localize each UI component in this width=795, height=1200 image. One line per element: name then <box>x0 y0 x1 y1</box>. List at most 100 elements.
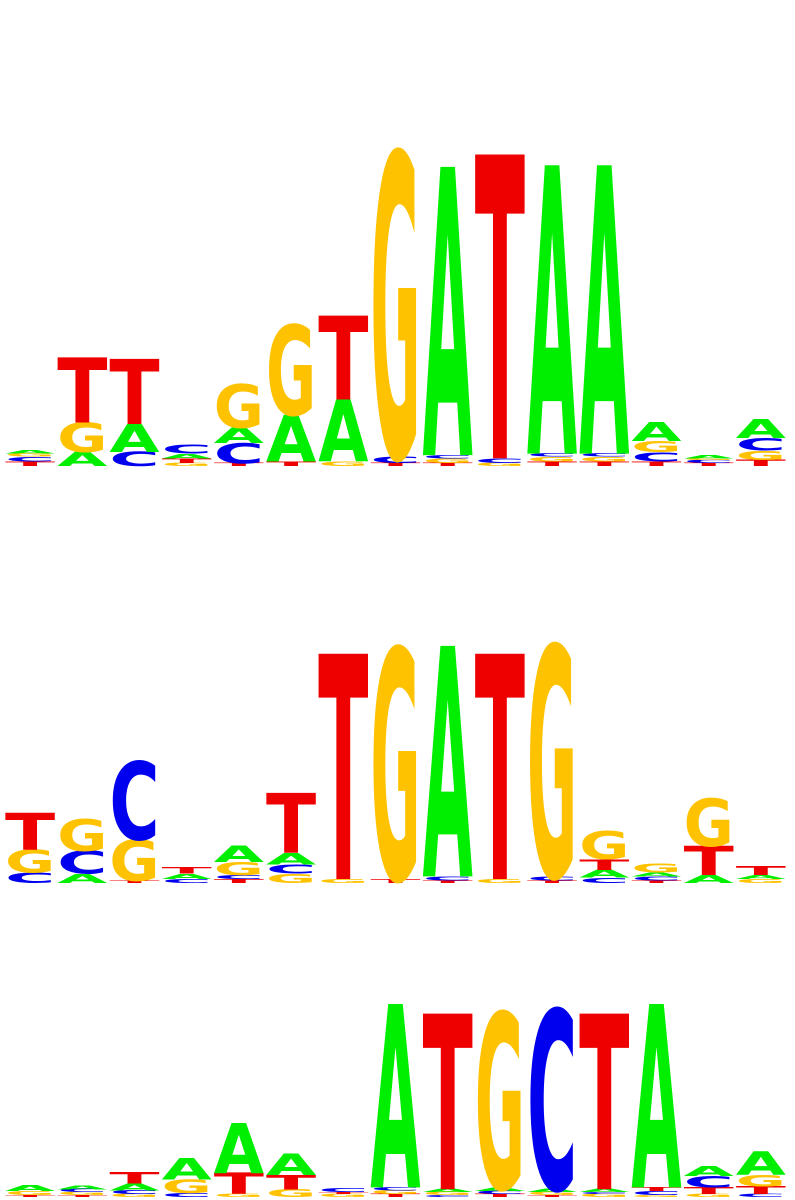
logo-2-pos-6-letter-T: T <box>266 778 316 873</box>
logo-1-pos-10-letter-G: G <box>475 462 525 467</box>
logo-2-pos-12-letter-C: C <box>579 876 629 884</box>
logo-2-pos-3-letter-T: T <box>109 880 160 884</box>
logo-3-pos-12-letter-C: C <box>579 1192 629 1195</box>
logo-2-pos-2-letter-C: C <box>57 845 107 881</box>
logo-2-pos-11-letter-T: T <box>527 880 578 884</box>
logo-1-pos-12-letter-G: G <box>579 456 629 463</box>
logo-1-pos-11-letter-T: T <box>527 460 578 467</box>
logo-3-pos-2-letter-G: G <box>57 1191 107 1196</box>
logo-1-pos-5-letter-A: A <box>214 423 265 448</box>
logo-2-pos-13-letter-T: T <box>631 880 682 884</box>
logo-1-pos-14-letter-G: G <box>684 458 734 460</box>
logo-2-pos-2-letter-A: A <box>57 872 107 887</box>
logo-1-pos-9-letter-T: T <box>423 462 474 467</box>
logo-2-pos-14-letter-T: T <box>684 838 735 885</box>
logo-1-pos-9-letter-G: G <box>423 457 473 464</box>
logo-2-pos-2-letter-G: G <box>57 811 107 862</box>
logo-2-pos-5-letter-C: C <box>214 874 264 880</box>
logo-1-pos-14-letter-T: T <box>684 462 735 467</box>
logo-3-pos-11-letter-A: A <box>527 1188 578 1193</box>
logo-2-pos-14-letter-G: G <box>684 785 734 861</box>
logo-2-pos-6-letter-C: C <box>266 862 316 877</box>
logo-3-pos-5-letter-A: A <box>214 1109 264 1189</box>
logo-1-pos-15-letter-C: C <box>736 435 786 455</box>
logo-1-pos-15-letter-T: T <box>736 458 787 468</box>
logo-3-pos-8-letter-A: A <box>370 956 420 1200</box>
logo-1-pos-10-letter-C: C <box>475 457 525 464</box>
logo-1-pos-6-letter-T: T <box>266 460 317 467</box>
logo-3-pos-2-letter-T: T <box>57 1195 108 1198</box>
logo-2-pos-11-letter-C: C <box>527 875 577 881</box>
logo-1-pos-9-letter-A: A <box>423 88 474 549</box>
logo-2-pos-14-letter-A: A <box>684 873 734 886</box>
logo-2-pos-7-letter-T: T <box>318 593 368 952</box>
logo-2-pos-8-letter-G: G <box>370 586 420 954</box>
logo-3-pos-1-letter-G: G <box>5 1190 55 1196</box>
logo-1-pos-4-letter-C: C <box>162 442 212 457</box>
logo-1-pos-8-letter-C: C <box>370 455 420 465</box>
logo-3-pos-6-letter-A: A <box>266 1148 316 1182</box>
logo-3-pos-10-letter-T: T <box>475 1193 526 1198</box>
logo-3-pos-8-letter-G: G <box>370 1189 420 1195</box>
logo-2-pos-10-letter-G: G <box>475 878 525 884</box>
logo-3-pos-14-letter-T: T <box>684 1186 735 1197</box>
logo-2-pos-15-letter-G: G <box>736 878 786 884</box>
logo-1-pos-13-letter-A: A <box>631 417 681 447</box>
logo-1-pos-14-letter-A: A <box>684 454 735 459</box>
logo-1-pos-6-letter-A: A <box>266 403 316 477</box>
logo-1-pos-4-letter-A: A <box>162 452 213 459</box>
logo-1-pos-13-letter-G: G <box>631 439 681 456</box>
logo-2-pos-9-letter-C: C <box>423 875 473 881</box>
logo-1-pos-10-letter-T: T <box>475 71 526 557</box>
logo-2-pos-1-letter-G: G <box>5 844 55 880</box>
logo-1-pos-2-letter-G: G <box>57 415 107 462</box>
logo-1-pos-1-letter-T: T <box>5 460 56 467</box>
logo-2-pos-4-letter-A: A <box>162 872 213 881</box>
logo-1-pos-15-letter-G: G <box>736 448 786 463</box>
logo-3-pos-6-letter-G: G <box>266 1187 316 1199</box>
logo-3-pos-4-letter-C: C <box>162 1192 212 1198</box>
logo-3-pos-9-letter-G: G <box>423 1191 473 1196</box>
logo-2-pos-9-letter-T: T <box>423 880 474 884</box>
logo-1-pos-3-letter-C: C <box>109 448 159 470</box>
logo-1-pos-6-letter-G: G <box>266 301 316 444</box>
logo-1-pos-13-letter-T: T <box>631 460 682 467</box>
logo-1-pos-9-letter-C: C <box>423 454 473 459</box>
logo-1-pos-3-letter-T: T <box>109 342 159 446</box>
logo-2-pos-7-letter-G: G <box>318 878 368 884</box>
logo-3-pos-14-letter-A: A <box>684 1164 734 1179</box>
logo-3-pos-1-letter-T: T <box>5 1195 56 1198</box>
logo-2-pos-3-letter-G: G <box>109 828 159 894</box>
logo-3-pos-8-letter-T: T <box>370 1193 421 1198</box>
logo-2-pos-1-letter-T: T <box>5 802 55 862</box>
logo-2-pos-13-letter-C: C <box>631 875 681 881</box>
logo-1-pos-5-letter-C: C <box>214 438 264 470</box>
logo-3-pos-9-letter-T: T <box>423 967 473 1200</box>
logo-3-pos-11-letter-C: C <box>527 960 577 1200</box>
logo-2-pos-12-letter-T: T <box>579 856 629 873</box>
logo-3-pos-5-letter-G: G <box>214 1193 264 1198</box>
logo-2-pos-13-letter-G: G <box>631 861 681 876</box>
logo-3-pos-14-letter-C: C <box>684 1173 734 1192</box>
logo-1-pos-11-letter-C: C <box>527 453 577 458</box>
logo-1-pos-1-letter-G: G <box>5 453 55 458</box>
logo-3-pos-9-letter-A: A <box>423 1188 474 1193</box>
logo-1-pos-4-letter-T: T <box>162 457 213 464</box>
logo-3-pos-10-letter-G: G <box>475 966 525 1200</box>
logo-2-pos-10-letter-T: T <box>475 593 525 952</box>
logo-3-pos-13-letter-T: T <box>631 1186 682 1192</box>
logo-3-pos-3-letter-T: T <box>109 1169 160 1187</box>
logo-2-pos-13-letter-A: A <box>631 871 682 877</box>
logo-3-pos-2-letter-A: A <box>57 1184 108 1190</box>
logo-2-pos-15-letter-T: T <box>736 863 786 878</box>
logo-1-pos-7-letter-G: G <box>318 460 368 467</box>
logo-3-pos-5-letter-T: T <box>214 1168 264 1200</box>
logo-3-pos-4-letter-A: A <box>162 1152 212 1186</box>
logo-3-pos-3-letter-G: G <box>109 1193 159 1198</box>
logo-2-pos-5-letter-T: T <box>214 878 265 884</box>
logo-2-pos-4-letter-T: T <box>162 865 213 876</box>
logo-2-pos-12-letter-G: G <box>579 825 629 869</box>
